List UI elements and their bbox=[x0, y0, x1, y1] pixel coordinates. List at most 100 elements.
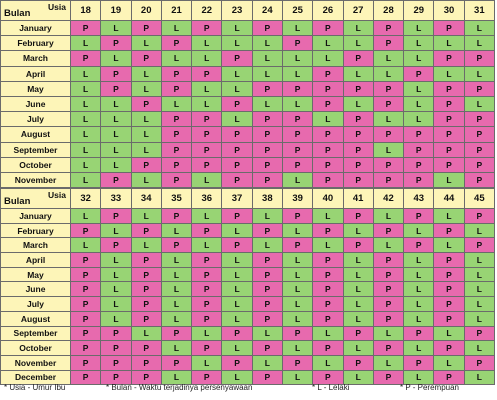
cell-lelaki: L bbox=[433, 208, 465, 224]
cell-perempuan: P bbox=[69, 354, 102, 371]
month-label: August bbox=[0, 126, 71, 143]
cell-lelaki: L bbox=[281, 281, 314, 298]
cell-perempuan: P bbox=[221, 237, 253, 254]
age-header: 30 bbox=[433, 0, 465, 21]
cell-perempuan: P bbox=[221, 50, 253, 67]
cell-perempuan: P bbox=[433, 310, 465, 327]
cell-lelaki: L bbox=[130, 35, 162, 52]
cell-perempuan: P bbox=[69, 252, 102, 268]
cell-perempuan: P bbox=[251, 252, 283, 268]
cell-perempuan: P bbox=[312, 252, 344, 268]
cell-perempuan: P bbox=[160, 237, 193, 254]
cell-lelaki: L bbox=[372, 208, 405, 224]
age-header: 21 bbox=[160, 0, 193, 21]
month-label: November bbox=[0, 354, 71, 371]
cell-lelaki: L bbox=[403, 310, 435, 327]
age-header: 22 bbox=[191, 0, 223, 21]
cell-lelaki: L bbox=[403, 80, 435, 97]
table-row: October L L P P P P P P P P P P P P bbox=[0, 156, 496, 173]
cell-lelaki: L bbox=[372, 354, 405, 371]
cell-lelaki: L bbox=[342, 281, 374, 298]
cell-lelaki: L bbox=[130, 325, 162, 342]
cell-perempuan: P bbox=[433, 50, 465, 67]
cell-perempuan: P bbox=[251, 111, 283, 128]
age-header: 26 bbox=[312, 0, 344, 21]
cell-perempuan: P bbox=[69, 340, 102, 356]
age-header: 25 bbox=[281, 0, 314, 21]
cell-lelaki: L bbox=[160, 310, 193, 327]
cell-perempuan: P bbox=[403, 208, 435, 224]
cell-perempuan: P bbox=[251, 171, 283, 189]
cell-lelaki: L bbox=[251, 325, 283, 342]
month-label: September bbox=[0, 141, 71, 158]
table-row: August P L P L P L P L P L P L P L bbox=[0, 310, 496, 327]
cell-perempuan: P bbox=[463, 237, 496, 254]
cell-perempuan: P bbox=[312, 171, 344, 189]
cell-lelaki: L bbox=[191, 50, 223, 67]
cell-perempuan: P bbox=[160, 111, 193, 128]
table-row: September L L L P P P P P P P L P P P bbox=[0, 141, 496, 158]
age-header: 34 bbox=[130, 188, 162, 209]
cell-perempuan: P bbox=[251, 141, 283, 158]
cell-perempuan: P bbox=[312, 126, 344, 143]
cell-perempuan: P bbox=[251, 310, 283, 327]
age-header: 31 bbox=[463, 0, 496, 21]
cell-lelaki: L bbox=[312, 35, 344, 52]
legend: * Usia - Umur Ibu * Bulan - Waktu terjad… bbox=[0, 381, 497, 397]
cell-lelaki: L bbox=[342, 369, 374, 386]
cell-lelaki: L bbox=[372, 237, 405, 254]
cell-perempuan: P bbox=[463, 354, 496, 371]
cell-lelaki: L bbox=[221, 252, 253, 268]
cell-perempuan: P bbox=[342, 80, 374, 97]
cell-perempuan: P bbox=[312, 65, 344, 82]
cell-perempuan: P bbox=[130, 296, 162, 312]
cell-lelaki: L bbox=[160, 19, 193, 37]
cell-perempuan: P bbox=[191, 65, 223, 82]
age-header: 27 bbox=[342, 0, 374, 21]
cell-lelaki: L bbox=[342, 340, 374, 356]
cell-perempuan: P bbox=[191, 126, 223, 143]
cell-lelaki: L bbox=[69, 65, 102, 82]
cell-perempuan: P bbox=[433, 95, 465, 113]
cell-lelaki: L bbox=[100, 266, 132, 283]
cell-lelaki: L bbox=[403, 111, 435, 128]
cell-lelaki: L bbox=[160, 50, 193, 67]
cell-lelaki: L bbox=[130, 80, 162, 97]
age-header: 18 bbox=[69, 0, 102, 21]
cell-perempuan: P bbox=[69, 310, 102, 327]
cell-perempuan: P bbox=[372, 281, 405, 298]
cell-lelaki: L bbox=[251, 35, 283, 52]
cell-perempuan: P bbox=[160, 325, 193, 342]
cell-perempuan: P bbox=[433, 80, 465, 97]
cell-lelaki: L bbox=[342, 252, 374, 268]
cell-perempuan: P bbox=[130, 95, 162, 113]
cell-perempuan: P bbox=[160, 126, 193, 143]
cell-perempuan: P bbox=[342, 126, 374, 143]
month-label: July bbox=[0, 111, 71, 128]
cell-lelaki: L bbox=[463, 369, 496, 386]
month-label: May bbox=[0, 80, 71, 97]
age-header: 35 bbox=[160, 188, 193, 209]
cell-lelaki: L bbox=[463, 266, 496, 283]
cell-perempuan: P bbox=[251, 222, 283, 239]
cell-perempuan: P bbox=[160, 65, 193, 82]
month-label: October bbox=[0, 156, 71, 173]
cell-perempuan: P bbox=[372, 369, 405, 386]
cell-perempuan: P bbox=[433, 222, 465, 239]
usia-label: Usia bbox=[48, 2, 66, 12]
cell-lelaki: L bbox=[191, 237, 223, 254]
cell-lelaki: L bbox=[281, 252, 314, 268]
cell-perempuan: P bbox=[69, 19, 102, 37]
cell-perempuan: P bbox=[372, 222, 405, 239]
cell-lelaki: L bbox=[463, 310, 496, 327]
cell-perempuan: P bbox=[463, 126, 496, 143]
cell-lelaki: L bbox=[191, 325, 223, 342]
cell-perempuan: P bbox=[312, 80, 344, 97]
cell-lelaki: L bbox=[160, 95, 193, 113]
cell-perempuan: P bbox=[251, 296, 283, 312]
cell-lelaki: L bbox=[160, 252, 193, 268]
cell-perempuan: P bbox=[312, 310, 344, 327]
chart-table-age-18-31: Usia Bulan 18 19 20 21 22 23 24 25 26 27 28 29 30 31 Jan… bbox=[0, 0, 496, 204]
cell-lelaki: L bbox=[433, 65, 465, 82]
cell-perempuan: P bbox=[342, 111, 374, 128]
